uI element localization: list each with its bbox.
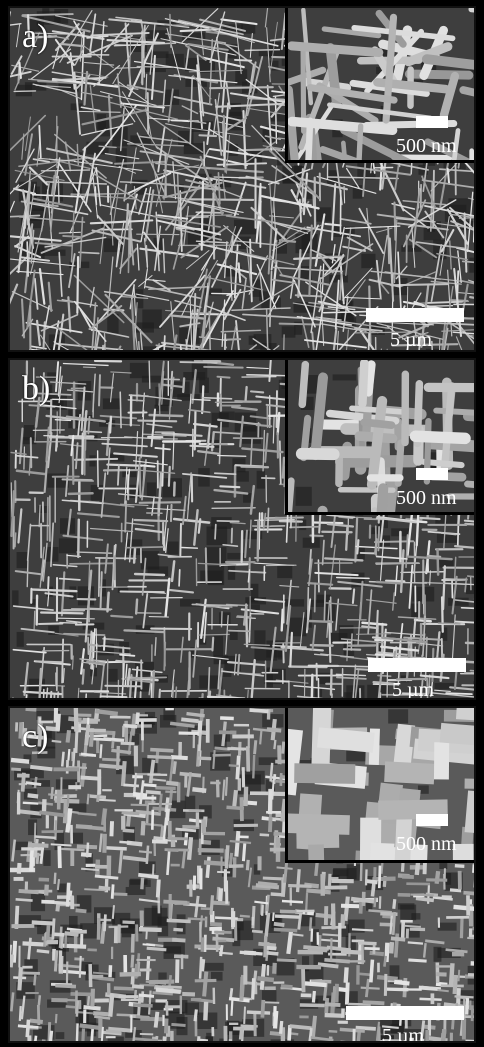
panel-label-a: a) xyxy=(22,18,49,55)
main-scale-label-c: 5 µm xyxy=(382,1025,425,1043)
main-scale-label-a: 5 µm xyxy=(390,329,433,351)
inset-texture-b xyxy=(288,360,474,512)
main-scale-bar-a xyxy=(366,308,464,322)
sem-image-a: a) 500 nm 5 µm xyxy=(8,6,476,352)
inset-scale-bar-b xyxy=(416,468,448,480)
panel-label-c: c) xyxy=(22,718,49,755)
inset-scale-label-a: 500 nm xyxy=(396,135,457,157)
inset-scale-bar-c xyxy=(416,814,448,826)
panel-b: b) 500 nm 5 µm xyxy=(0,352,484,704)
panel-label-b: b) xyxy=(22,370,51,407)
panel-c: c) 500 nm 5 µm xyxy=(0,700,484,1047)
inset-a: 500 nm xyxy=(285,8,474,163)
main-scale-label-b: 5 µm xyxy=(392,679,435,700)
main-scale-bar-c xyxy=(346,1006,464,1020)
inset-b: 500 nm xyxy=(285,360,474,515)
sem-image-c: c) 500 nm 5 µm xyxy=(8,706,476,1043)
inset-texture-a xyxy=(288,8,474,160)
inset-scale-bar-a xyxy=(416,116,448,128)
sem-image-b: b) 500 nm 5 µm xyxy=(8,358,476,700)
inset-scale-label-b: 500 nm xyxy=(396,487,457,509)
inset-scale-label-c: 500 nm xyxy=(396,833,457,855)
panel-a: a) 500 nm 5 µm xyxy=(0,0,484,356)
inset-c: 500 nm xyxy=(285,708,474,863)
main-scale-bar-b xyxy=(368,658,466,672)
sem-texture-c xyxy=(10,708,474,1041)
inset-texture-c xyxy=(288,708,474,860)
